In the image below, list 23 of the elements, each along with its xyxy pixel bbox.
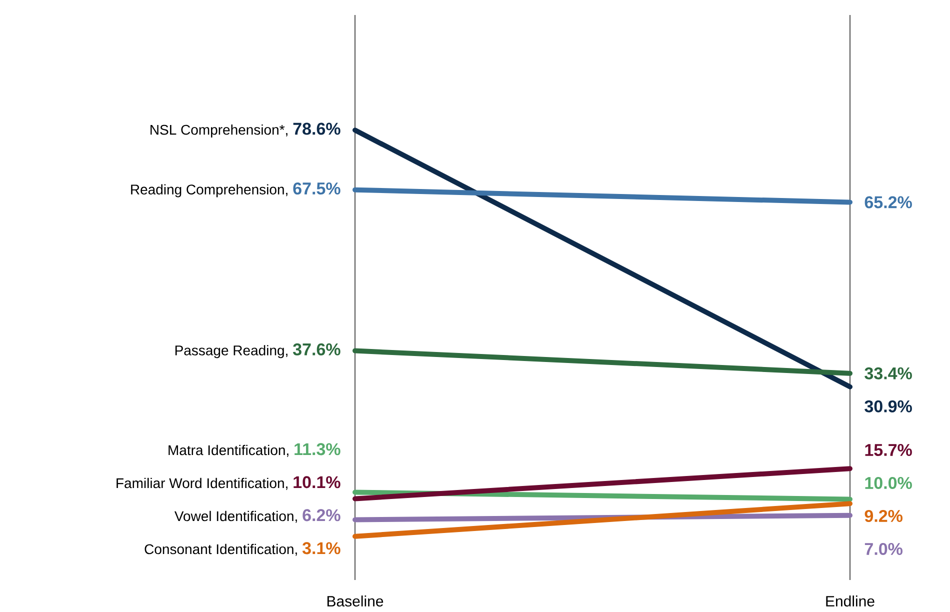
annotation: NSL Comprehension*, xyxy=(150,124,288,138)
data-label: 78.6% xyxy=(293,122,340,135)
data-label: 37.6% xyxy=(292,343,340,356)
annotation: Matra Identification, xyxy=(168,444,288,457)
data-label: 11.3% xyxy=(294,443,340,456)
data-label: 67.5% xyxy=(293,182,340,195)
annotation: Reading Comprehension, xyxy=(131,184,288,198)
annotation: Familiar Word Identification, xyxy=(116,478,288,490)
data-label: 30.9% xyxy=(864,400,912,412)
data-label: 15.7% xyxy=(865,444,912,456)
annotation: Consonant Identification, xyxy=(144,544,297,556)
data-label: 10.1% xyxy=(294,476,340,488)
data-label: 10.0% xyxy=(865,476,912,490)
data-label: 7.0% xyxy=(864,542,902,556)
x-tick-label: Endline xyxy=(826,596,874,607)
data-label: 65.2% xyxy=(864,196,912,208)
annotation: Passage Reading, xyxy=(175,345,288,358)
data-label: 33.4% xyxy=(864,367,912,380)
annotation: Vowel Identification, xyxy=(174,510,297,523)
data-label: 3.1% xyxy=(302,542,340,554)
data-label: 6.2% xyxy=(302,509,340,522)
data-label: 9.2% xyxy=(864,510,902,522)
x-tick-label: Baseline xyxy=(327,596,384,607)
